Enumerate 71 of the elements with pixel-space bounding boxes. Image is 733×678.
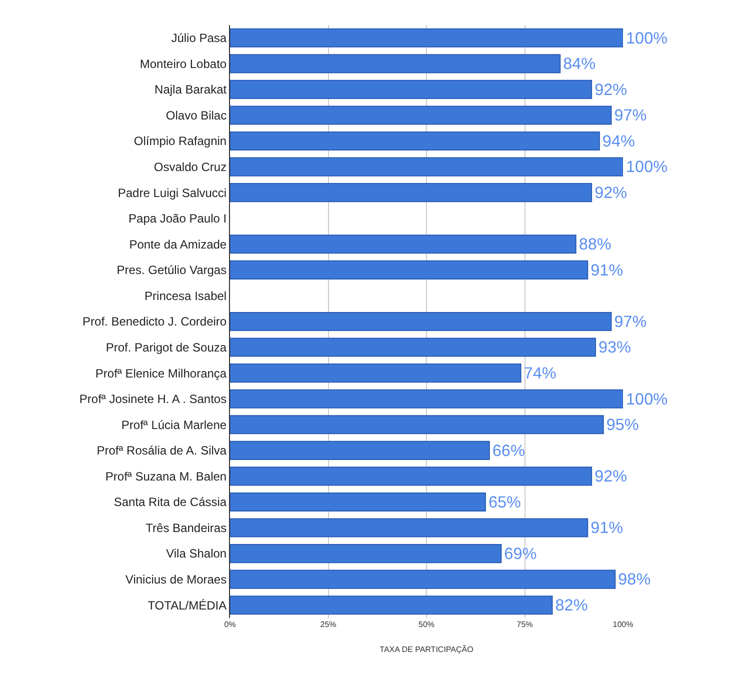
- data-label: 74%: [524, 364, 556, 382]
- x-tick-label: 75%: [516, 620, 533, 629]
- y-tick-label: Pres. Getúlio Vargas: [116, 263, 227, 278]
- data-label: 100%: [626, 29, 668, 48]
- y-tick-label: Três Bandeiras: [146, 520, 227, 535]
- bar: [230, 106, 612, 125]
- y-tick-label: Vila Shalon: [166, 546, 227, 561]
- data-label: 94%: [602, 132, 635, 150]
- y-tick-label: Ponte da Amizade: [129, 237, 227, 252]
- x-tick-label: 25%: [320, 620, 336, 629]
- bar: [230, 440, 490, 460]
- bar: [230, 364, 522, 383]
- y-tick-label: Osvaldo Cruz: [154, 160, 227, 174]
- y-tick-label: Olavo Bilac: [166, 108, 227, 122]
- bar: [230, 54, 561, 74]
- y-tick-label: Profª Elenice Milhorança: [95, 366, 227, 380]
- y-tick-label: Padre Luigi Salvucci: [118, 186, 227, 200]
- y-tick-label: Júlio Pasa: [171, 31, 227, 46]
- y-tick-label: Monteiro Lobato: [140, 56, 227, 71]
- data-label: 97%: [614, 312, 647, 331]
- data-label: 93%: [598, 338, 631, 357]
- y-tick-label: Papa João Paulo I: [128, 212, 227, 226]
- data-label: 88%: [578, 236, 612, 254]
- bar: [230, 312, 612, 332]
- bar: [230, 157, 623, 176]
- data-label: 100%: [626, 158, 668, 176]
- bar: [230, 596, 553, 615]
- data-label: 84%: [563, 55, 596, 74]
- x-tick-label: 100%: [612, 620, 634, 629]
- bar: [230, 570, 616, 589]
- bar: [230, 389, 623, 408]
- y-tick-label: Profª Suzana M. Balen: [105, 469, 227, 484]
- bar: [230, 183, 592, 202]
- data-label: 69%: [504, 544, 537, 563]
- y-tick-label: Santa Rita de Cássia: [114, 495, 227, 510]
- data-label: 65%: [488, 493, 521, 512]
- y-tick-label: Profª Josinete H. A . Santos: [79, 392, 227, 406]
- y-tick-label: Profª Lúcia Marlene: [121, 418, 227, 432]
- y-tick-label: Princesa Isabel: [144, 288, 227, 303]
- data-label: 66%: [492, 442, 525, 460]
- bar: [230, 234, 576, 254]
- data-label: 97%: [614, 106, 647, 125]
- bar: [230, 544, 502, 564]
- y-tick-label: Prof. Benedicto J. Cordeiro: [82, 314, 227, 329]
- y-tick-label: Vinicius de Moraes: [125, 572, 227, 587]
- y-tick-label: Prof. Parigot de Souza: [106, 340, 227, 354]
- x-axis-title: TAXA DE PARTICIPAÇÃO: [380, 644, 474, 654]
- y-tick-label: Olímpio Rafagnin: [134, 134, 227, 148]
- data-label: 98%: [618, 570, 651, 589]
- bar: [230, 80, 592, 99]
- bar: [230, 132, 600, 151]
- bar: [230, 466, 592, 486]
- data-label: 95%: [606, 416, 639, 434]
- data-label: 92%: [594, 80, 628, 99]
- x-tick-label: 50%: [418, 620, 435, 629]
- x-tick-label: 0%: [224, 620, 236, 629]
- bar: [230, 260, 588, 280]
- y-tick-label: TOTAL/MÉDIA: [148, 598, 227, 612]
- data-label: 92%: [594, 468, 628, 486]
- data-label: 92%: [594, 184, 628, 202]
- data-label: 82%: [555, 596, 588, 615]
- bar: [230, 28, 623, 48]
- bar: [230, 492, 486, 512]
- bar: [230, 338, 596, 357]
- y-tick-label: Profª Rosália de A. Silva: [96, 444, 227, 458]
- data-label: 91%: [590, 519, 624, 538]
- data-label: 100%: [626, 390, 668, 408]
- data-label: 91%: [590, 261, 624, 280]
- bar: [230, 518, 588, 538]
- y-tick-label: Najla Barakat: [154, 82, 228, 97]
- bar: [230, 415, 604, 434]
